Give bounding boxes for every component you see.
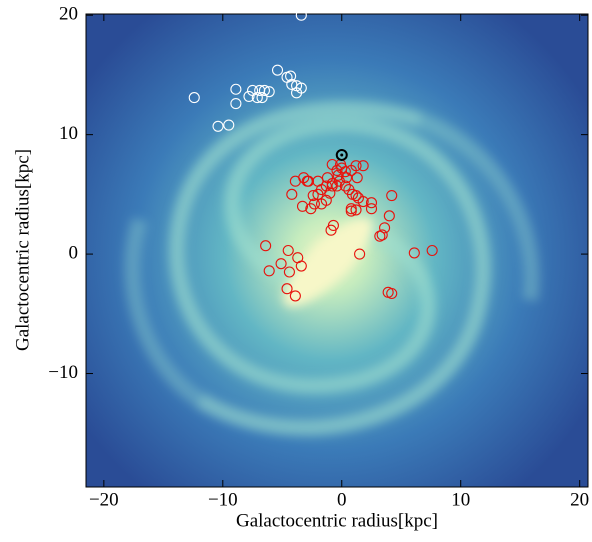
- scatter-point: [365, 197, 378, 209]
- scatter-point: [212, 120, 224, 132]
- scatter-point: [327, 219, 339, 231]
- x-tick-label: 10: [451, 489, 470, 510]
- scatter-point: [383, 210, 395, 222]
- scatter-point: [188, 92, 200, 104]
- scatter-point: [256, 92, 268, 104]
- scatter-point-center: [340, 153, 344, 157]
- scatter-point: [335, 148, 348, 161]
- x-tick-label: −10: [208, 489, 238, 510]
- x-tick-label: 0: [337, 489, 347, 510]
- scatter-point: [365, 203, 378, 215]
- scatter-point: [339, 180, 351, 192]
- scatter-point: [296, 200, 309, 212]
- y-tick-label: 10: [59, 123, 78, 144]
- scatter-point: [295, 82, 307, 94]
- scatter-point: [251, 92, 263, 104]
- scatter-point: [340, 172, 353, 184]
- scatter-point: [357, 160, 369, 172]
- scatter-point: [258, 84, 270, 96]
- scatter-point: [286, 78, 298, 91]
- x-tick-label: 20: [570, 489, 589, 510]
- scatter-point: [350, 160, 362, 172]
- scatter-point: [223, 119, 235, 131]
- scatter-point: [354, 248, 366, 260]
- scatter-point: [285, 70, 297, 82]
- scatter-point: [260, 240, 272, 252]
- scatter-point: [339, 166, 351, 178]
- x-tick-label: −20: [89, 489, 119, 510]
- scatter-point: [243, 90, 255, 102]
- y-tick-label: −10: [48, 362, 78, 383]
- scatter-point: [351, 172, 363, 184]
- scatter-point: [281, 283, 293, 295]
- scatter-point: [286, 188, 298, 200]
- scatter-point: [386, 287, 398, 300]
- scatter-point: [302, 175, 315, 187]
- x-axis-label: Galactocentric radius[kpc]: [236, 510, 438, 531]
- scatter-point: [295, 260, 307, 272]
- scatter-point: [350, 204, 362, 216]
- scatter-point: [289, 290, 301, 302]
- plot-frame: [85, 13, 589, 488]
- scatter-point: [386, 190, 398, 202]
- scatter-point: [357, 195, 369, 208]
- scatter-point: [345, 205, 357, 217]
- scatter-point: [324, 187, 336, 199]
- scatter-point: [283, 266, 295, 278]
- scatter-point: [307, 190, 319, 202]
- scatter-point: [308, 198, 320, 210]
- scatter-point: [320, 194, 332, 206]
- scatter-point: [379, 222, 391, 234]
- scatter-point: [275, 258, 287, 270]
- scatter-point: [332, 169, 344, 181]
- scatter-point: [263, 265, 275, 277]
- scatter-point: [230, 83, 242, 95]
- scatter-point: [350, 190, 362, 202]
- scatter-point: [374, 230, 386, 242]
- scatter-point: [426, 244, 438, 257]
- y-tick-label: 0: [69, 242, 79, 263]
- scatter-point: [312, 188, 324, 200]
- scatter-point: [230, 98, 242, 110]
- scatter-point: [271, 64, 284, 76]
- scatter-point: [282, 244, 294, 257]
- scatter-point: [263, 86, 275, 98]
- galaxy-image: [86, 14, 588, 487]
- y-axis-label: Galactocentric radius[kpc]: [12, 149, 33, 351]
- y-tick-label: 20: [59, 4, 78, 25]
- scatter-point: [295, 9, 307, 21]
- scatter-point: [408, 247, 420, 259]
